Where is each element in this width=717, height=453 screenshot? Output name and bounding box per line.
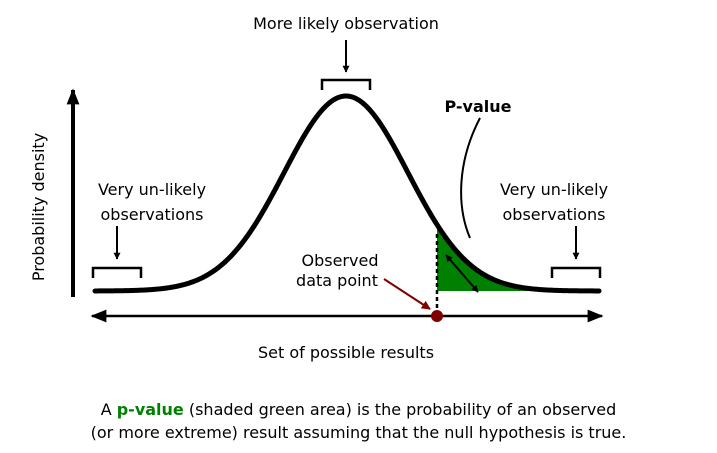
right-label-line2: observations (503, 205, 606, 224)
right-label-line1: Very un-likely (500, 180, 608, 199)
caption-line2: (or more extreme) result assuming that t… (90, 423, 627, 442)
caption-line1: A p-value (shaded green area) is the pro… (100, 400, 617, 419)
observed-data-point-dot (431, 310, 443, 322)
caption-highlight-p-value: p-value (116, 400, 184, 419)
observed-pointer-arrow (383, 278, 431, 310)
left-label-line2: observations (101, 205, 204, 224)
p-value-double-arrow (445, 254, 479, 293)
observed-label-line1: Observed (302, 251, 379, 270)
bell-curve (92, 93, 602, 294)
right-bracket (550, 266, 602, 278)
y-axis-label: Probability density (29, 133, 48, 281)
top-bracket (320, 78, 372, 90)
p-value-pointer-curve (460, 117, 481, 239)
observed-label-line2: data point (296, 271, 378, 290)
x-axis-label: Set of possible results (258, 343, 434, 362)
p-value-label: P-value (444, 97, 511, 116)
left-bracket (91, 266, 143, 278)
left-label-line1: Very un-likely (98, 180, 206, 199)
caption: A p-value (shaded green area) is the pro… (0, 398, 717, 444)
top-label: More likely observation (253, 14, 439, 33)
